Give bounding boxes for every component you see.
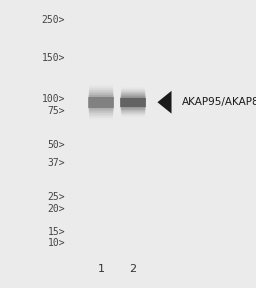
FancyBboxPatch shape xyxy=(89,92,113,113)
FancyBboxPatch shape xyxy=(120,98,146,107)
Bar xyxy=(120,98,146,107)
FancyBboxPatch shape xyxy=(88,97,114,108)
Text: 100>: 100> xyxy=(42,94,65,104)
FancyBboxPatch shape xyxy=(89,90,113,115)
FancyBboxPatch shape xyxy=(121,96,146,108)
FancyBboxPatch shape xyxy=(121,92,145,113)
Text: 2: 2 xyxy=(130,264,137,274)
Text: 25>: 25> xyxy=(48,192,65,202)
FancyBboxPatch shape xyxy=(121,93,145,111)
FancyBboxPatch shape xyxy=(89,93,114,111)
FancyBboxPatch shape xyxy=(121,90,145,114)
Bar xyxy=(88,97,114,108)
Text: 75>: 75> xyxy=(48,106,65,116)
Text: 1: 1 xyxy=(98,264,105,274)
Text: 20>: 20> xyxy=(48,204,65,214)
Text: AKAP95/AKAP8: AKAP95/AKAP8 xyxy=(182,97,256,107)
FancyBboxPatch shape xyxy=(121,95,146,110)
FancyBboxPatch shape xyxy=(89,88,113,116)
Text: 150>: 150> xyxy=(42,53,65,62)
Polygon shape xyxy=(157,91,172,114)
FancyBboxPatch shape xyxy=(89,95,114,109)
Text: 10>: 10> xyxy=(48,238,65,248)
Text: 250>: 250> xyxy=(42,15,65,25)
Text: 37>: 37> xyxy=(48,158,65,168)
Text: 50>: 50> xyxy=(48,141,65,150)
Text: 15>: 15> xyxy=(48,227,65,237)
